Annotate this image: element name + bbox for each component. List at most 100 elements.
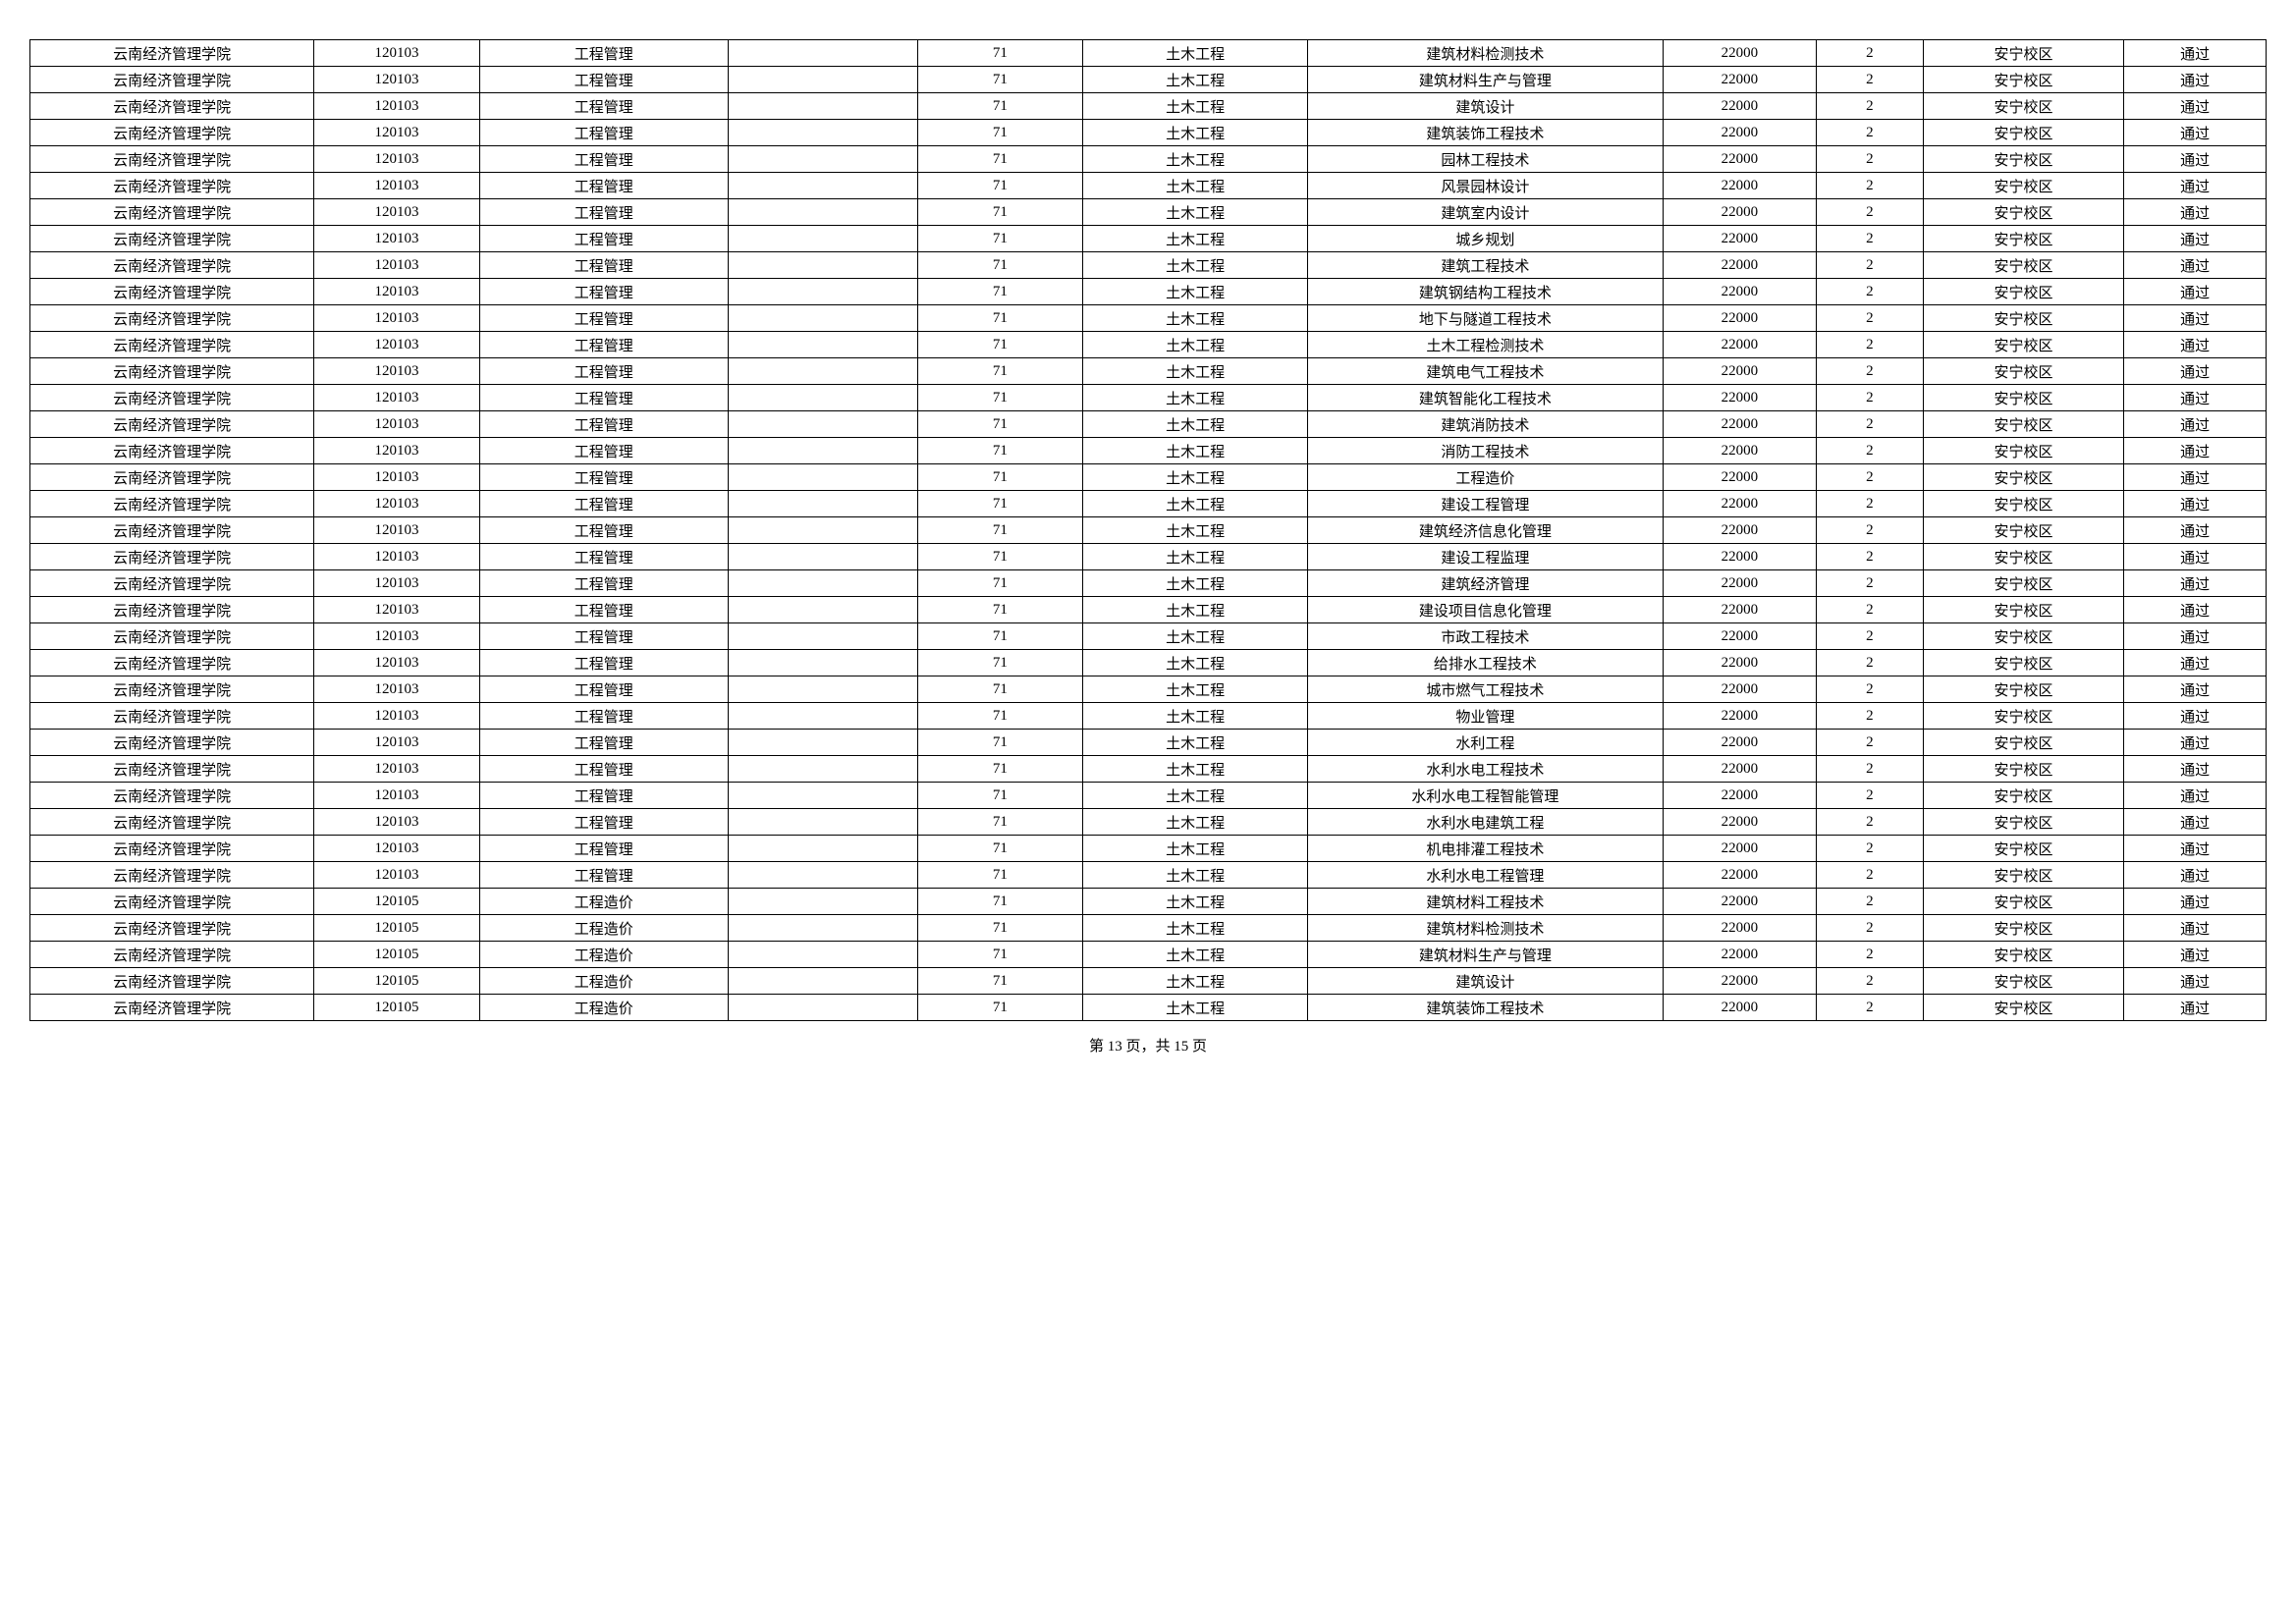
table-cell: 22000 [1663,252,1817,279]
table-cell: 120103 [314,730,480,756]
table-cell: 71 [917,67,1083,93]
table-cell: 云南经济管理学院 [30,676,314,703]
table-cell: 安宁校区 [1923,146,2124,173]
table-cell: 云南经济管理学院 [30,146,314,173]
table-cell: 71 [917,40,1083,67]
table-cell: 云南经济管理学院 [30,756,314,783]
table-cell: 71 [917,279,1083,305]
table-cell: 土木工程 [1083,597,1308,623]
table-cell: 22000 [1663,756,1817,783]
table-cell: 给排水工程技术 [1308,650,1663,676]
table-cell: 安宁校区 [1923,756,2124,783]
table-cell: 土木工程 [1083,120,1308,146]
table-cell: 通过 [2124,650,2267,676]
table-cell [728,199,917,226]
table-cell: 120105 [314,968,480,995]
table-cell: 消防工程技术 [1308,438,1663,464]
table-cell: 120103 [314,464,480,491]
table-cell: 通过 [2124,862,2267,889]
table-cell: 2 [1817,67,1923,93]
table-cell: 工程管理 [479,120,728,146]
table-cell: 工程管理 [479,93,728,120]
table-cell: 71 [917,173,1083,199]
table-cell: 安宁校区 [1923,676,2124,703]
table-cell: 2 [1817,438,1923,464]
table-cell: 120103 [314,226,480,252]
table-cell: 22000 [1663,942,1817,968]
table-row: 云南经济管理学院120103工程管理71土木工程建筑材料检测技术220002安宁… [30,40,2267,67]
table-cell: 安宁校区 [1923,411,2124,438]
table-cell: 2 [1817,968,1923,995]
table-cell: 安宁校区 [1923,40,2124,67]
table-cell: 2 [1817,358,1923,385]
table-cell: 71 [917,836,1083,862]
table-cell: 安宁校区 [1923,915,2124,942]
table-row: 云南经济管理学院120105工程造价71土木工程建筑装饰工程技术220002安宁… [30,995,2267,1021]
table-cell [728,40,917,67]
table-cell: 工程管理 [479,173,728,199]
table-cell: 2 [1817,146,1923,173]
table-cell: 2 [1817,623,1923,650]
table-cell: 通过 [2124,544,2267,570]
table-cell: 云南经济管理学院 [30,862,314,889]
table-cell: 2 [1817,305,1923,332]
table-cell: 22000 [1663,438,1817,464]
table-cell: 22000 [1663,783,1817,809]
table-cell: 工程造价 [479,995,728,1021]
table-cell: 通过 [2124,332,2267,358]
table-cell: 工程管理 [479,279,728,305]
table-cell: 2 [1817,411,1923,438]
table-row: 云南经济管理学院120103工程管理71土木工程给排水工程技术220002安宁校… [30,650,2267,676]
table-cell [728,93,917,120]
table-cell: 71 [917,226,1083,252]
table-cell: 120103 [314,703,480,730]
table-cell: 土木工程 [1083,279,1308,305]
table-cell: 云南经济管理学院 [30,120,314,146]
table-cell: 工程管理 [479,199,728,226]
table-cell: 通过 [2124,517,2267,544]
table-cell: 22000 [1663,544,1817,570]
table-cell: 土木工程 [1083,809,1308,836]
page-footer: 第 13 页，共 15 页 [29,1035,2267,1055]
table-cell [728,968,917,995]
table-cell: 120103 [314,676,480,703]
table-cell: 云南经济管理学院 [30,464,314,491]
table-cell [728,703,917,730]
table-cell: 建筑设计 [1308,93,1663,120]
table-cell: 城市燃气工程技术 [1308,676,1663,703]
table-cell: 通过 [2124,358,2267,385]
table-cell: 风景园林设计 [1308,173,1663,199]
table-cell: 水利水电工程管理 [1308,862,1663,889]
table-cell: 土木工程 [1083,756,1308,783]
table-cell: 120105 [314,995,480,1021]
table-row: 云南经济管理学院120105工程造价71土木工程建筑材料工程技术220002安宁… [30,889,2267,915]
table-cell: 通过 [2124,173,2267,199]
table-row: 云南经济管理学院120103工程管理71土木工程机电排灌工程技术220002安宁… [30,836,2267,862]
table-cell: 通过 [2124,836,2267,862]
table-cell: 22000 [1663,703,1817,730]
table-cell: 建设工程管理 [1308,491,1663,517]
table-cell: 2 [1817,93,1923,120]
table-cell: 建筑设计 [1308,968,1663,995]
table-cell [728,252,917,279]
table-cell: 土木工程 [1083,995,1308,1021]
table-cell: 71 [917,252,1083,279]
table-cell: 120103 [314,836,480,862]
table-cell: 22000 [1663,995,1817,1021]
table-cell: 工程管理 [479,67,728,93]
table-cell [728,623,917,650]
table-cell: 安宁校区 [1923,942,2124,968]
table-row: 云南经济管理学院120103工程管理71土木工程消防工程技术220002安宁校区… [30,438,2267,464]
table-cell: 安宁校区 [1923,862,2124,889]
table-cell: 120103 [314,756,480,783]
table-cell: 71 [917,438,1083,464]
table-cell: 云南经济管理学院 [30,623,314,650]
table-cell: 22000 [1663,730,1817,756]
table-cell: 2 [1817,783,1923,809]
table-cell: 物业管理 [1308,703,1663,730]
table-cell: 工程管理 [479,146,728,173]
table-cell: 云南经济管理学院 [30,40,314,67]
table-cell: 建筑经济管理 [1308,570,1663,597]
table-cell: 土木工程 [1083,332,1308,358]
table-cell: 安宁校区 [1923,809,2124,836]
